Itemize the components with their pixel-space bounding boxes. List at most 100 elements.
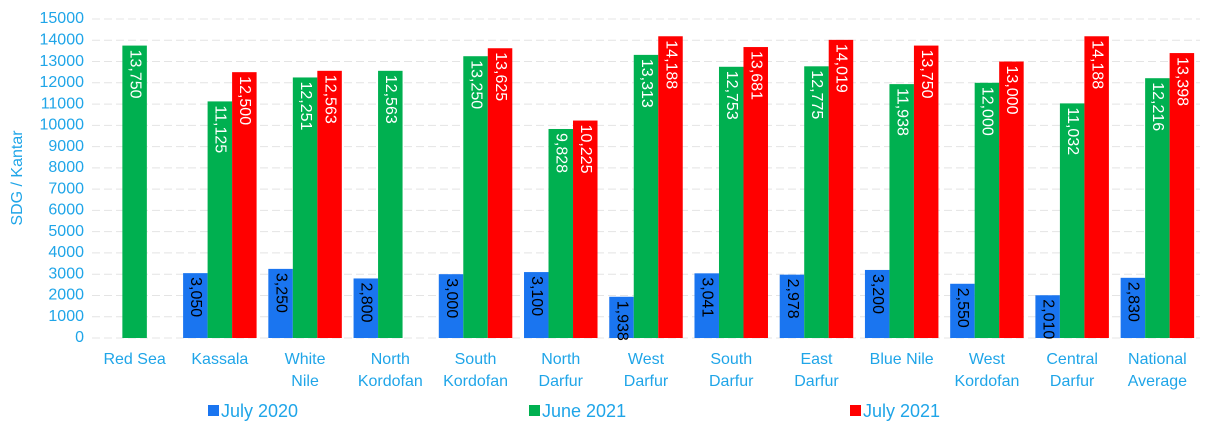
y-tick-label: 10000 [40,117,85,134]
value-label: 12,775 [808,70,825,119]
value-label: 3,000 [443,278,460,318]
bar [183,273,208,338]
legend-label: July 2021 [863,401,940,421]
value-label: 13,750 [126,50,143,99]
value-label: 2,800 [358,282,375,322]
x-tick-label: North Kordofan [358,351,423,390]
bar [804,66,829,339]
value-label: 11,032 [1064,107,1081,155]
legend-label: July 2020 [221,401,298,421]
value-label: 14,019 [833,44,850,93]
value-label: 3,200 [869,274,886,314]
value-label: 12,000 [979,87,996,136]
y-tick-label: 15000 [40,10,85,27]
bar [779,274,805,338]
value-label: 13,250 [467,60,484,109]
legend-swatch [850,405,861,416]
bar [438,274,464,338]
bar [317,70,342,338]
bar [974,82,1000,338]
bar [658,36,683,339]
y-tick-label: 12000 [40,74,85,91]
value-label: 12,251 [297,81,314,130]
y-tick-label: 5000 [48,223,84,240]
value-label: 2,978 [784,279,801,319]
bar [828,39,854,338]
y-tick-label: 9000 [48,138,84,155]
bar [207,101,233,339]
legend-label: June 2021 [542,401,626,421]
value-label: 13,750 [918,50,935,99]
y-tick-label: 13000 [40,53,85,70]
legend-swatch [208,405,219,416]
y-tick-label: 2000 [48,287,84,304]
y-tick-label: 3000 [48,265,84,282]
bar [1169,53,1195,338]
value-label: 13,681 [747,51,764,100]
bar [889,84,914,338]
legend-swatch [529,405,540,416]
x-tick-label: Central Darfur [1046,351,1098,390]
x-tick-label: South Darfur [709,351,754,390]
bar [864,269,890,338]
bar [232,72,257,339]
value-label: 2,010 [1039,299,1056,339]
x-tick-label: National Average [1128,351,1187,390]
y-tick-label: 0 [75,329,84,346]
value-label: 14,188 [1088,40,1105,89]
bar [950,283,975,338]
bar [122,45,147,338]
value-label: 9,828 [553,133,570,173]
value-label: 13,625 [492,52,509,101]
bar [524,272,549,338]
bar [268,268,293,338]
bar [1084,36,1109,339]
value-label: 14,188 [662,40,679,89]
bar [694,273,719,338]
x-tick-label: West Darfur [624,351,669,390]
x-tick-label: Red Sea [103,351,165,368]
y-tick-label: 11000 [41,95,84,112]
bar [718,66,744,339]
y-tick-label: 14000 [40,31,85,48]
bar [1035,295,1060,338]
value-label: 10,225 [577,125,594,174]
bar [487,48,513,338]
x-tick-label: North Darfur [539,351,584,390]
value-label: 12,753 [723,71,740,120]
bar [548,128,574,338]
y-tick-label: 6000 [48,202,84,219]
bar [292,77,318,338]
value-label: 12,563 [382,75,399,124]
x-tick-label: Kassala [191,351,248,368]
value-label: 13,313 [638,59,655,108]
value-label: 2,550 [954,288,971,328]
x-tick-label: West Kordofan [954,351,1019,390]
bar [573,120,598,338]
x-tick-label: White Nile [285,351,326,390]
bar [1059,103,1085,338]
value-label: 12,500 [236,76,253,125]
value-label: 3,041 [698,277,715,317]
bar [353,278,379,338]
value-label: 1,938 [613,301,630,341]
value-label: 13,000 [1003,66,1020,115]
x-tick-label: Blue Nile [870,351,934,368]
y-axis-label: SDG / Kantar [9,130,26,226]
value-label: 3,050 [187,277,204,317]
bar [633,54,659,339]
value-label: 2,830 [1125,282,1142,322]
value-label: 3,250 [272,273,289,313]
bar [913,45,939,338]
y-tick-label: 1000 [48,308,84,325]
value-label: 3,100 [528,276,545,316]
value-label: 11,125 [212,105,229,153]
value-label: 13,398 [1174,57,1191,106]
value-label: 12,563 [321,75,338,124]
bar [378,70,403,338]
value-label: 12,216 [1149,82,1166,131]
y-tick-label: 4000 [48,244,84,261]
y-tick-label: 7000 [48,180,84,197]
bar [1120,277,1146,338]
